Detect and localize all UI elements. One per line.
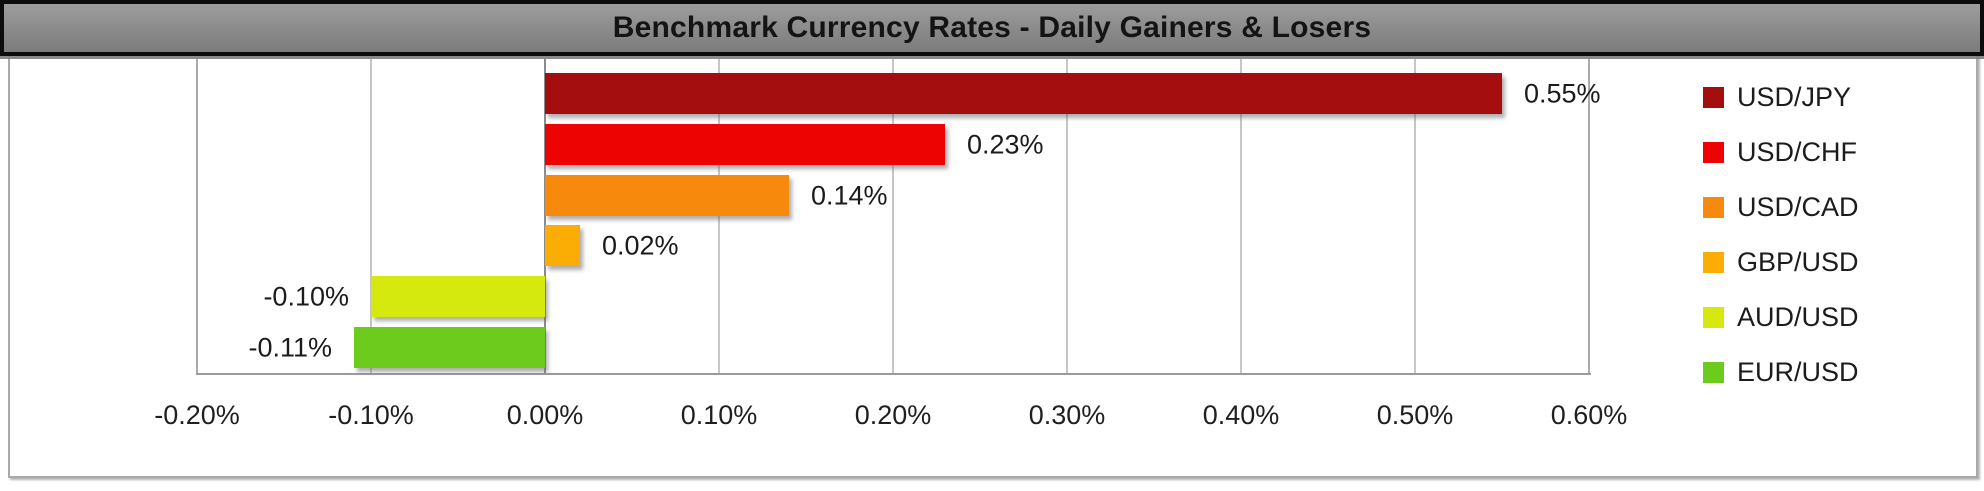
legend-item-aud-usd: AUD/USD [1703,290,1859,344]
x-tick-label: 0.10% [680,400,758,430]
chart-title-bar: Benchmark Currency Rates - Daily Gainers… [0,0,1984,56]
legend-swatch-icon [1703,86,1724,108]
gridline [196,59,198,374]
bar-aud-usd [371,276,545,317]
legend-item-gbp-usd: GBP/USD [1703,235,1859,289]
gridline [370,59,372,374]
bar-gbp-usd [545,225,580,266]
x-tick-label: 0.60% [1550,400,1628,430]
legend-swatch-icon [1703,141,1724,163]
x-tick-label: -0.20% [154,400,240,430]
legend-item-usd-cad: USD/CAD [1703,180,1859,234]
legend-item-eur-usd: EUR/USD [1703,345,1859,399]
legend-label: GBP/USD [1737,246,1859,277]
x-tick-label: 0.50% [1376,400,1454,430]
x-tick-label: 0.00% [506,400,584,430]
bar-value-label: 0.14% [811,180,888,210]
bar-value-label: -0.10% [263,281,349,311]
bar-usd-chf [545,124,945,165]
bar-usd-cad [545,175,789,216]
bar-value-label: 0.23% [967,129,1044,159]
x-tick-label: 0.40% [1202,400,1280,430]
legend-label: USD/CHF [1737,136,1857,167]
gridline [1240,59,1242,374]
bar-value-label: -0.11% [248,332,332,362]
zero-gridline [544,59,546,374]
gridline [1066,59,1068,374]
legend-label: USD/JPY [1737,81,1852,112]
gridline [718,59,720,374]
x-tick-label: 0.30% [1028,400,1106,430]
legend-label: EUR/USD [1737,356,1859,387]
chart-area [8,46,1978,478]
x-tick-label: -0.10% [328,400,414,430]
gridline [1588,59,1590,374]
x-tick-label: 0.20% [854,400,932,430]
bar-value-label: 0.02% [602,230,679,260]
chart-title: Benchmark Currency Rates - Daily Gainers… [612,11,1372,44]
bar-usd-jpy [545,73,1502,114]
bar-eur-usd [354,327,545,368]
legend-label: AUD/USD [1737,301,1859,332]
legend-swatch-icon [1703,306,1724,328]
legend-swatch-icon [1703,361,1724,383]
x-axis-line [196,373,1591,375]
bar-value-label: 0.55% [1524,78,1601,108]
legend-swatch-icon [1703,251,1724,273]
legend-item-usd-jpy: USD/JPY [1703,70,1851,124]
legend-item-usd-chf: USD/CHF [1703,125,1857,179]
gridline [892,59,894,374]
legend-label: USD/CAD [1737,191,1859,222]
gridline [1414,59,1416,374]
legend-swatch-icon [1703,196,1724,218]
